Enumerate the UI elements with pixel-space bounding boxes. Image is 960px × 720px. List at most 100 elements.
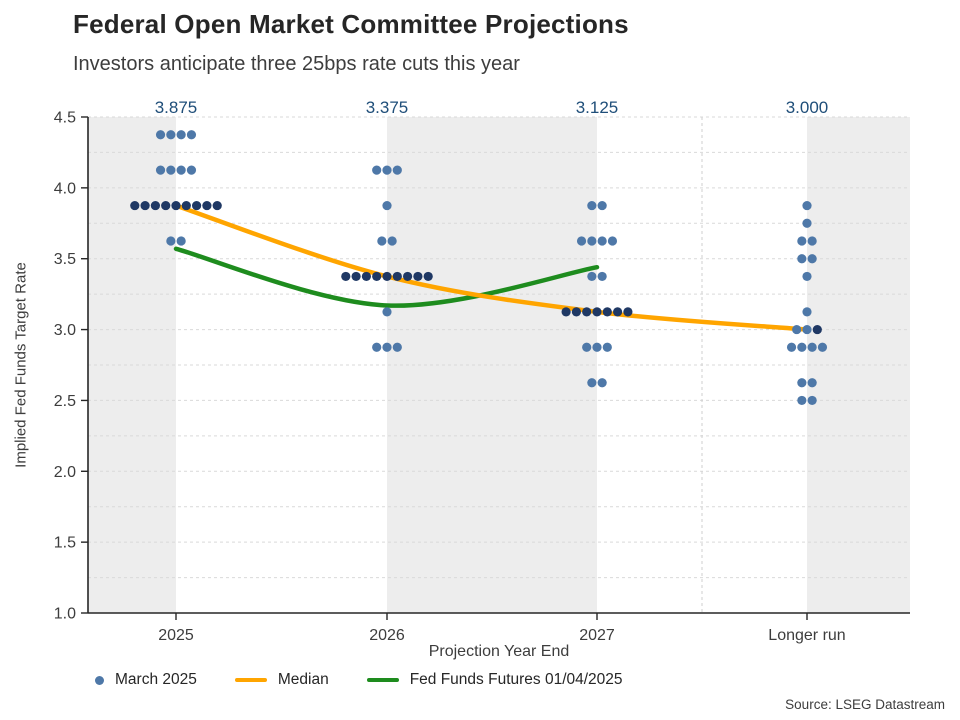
- futures-line: [173, 246, 600, 308]
- projection-dot: [597, 271, 607, 282]
- projection-dot: [150, 200, 160, 211]
- projection-dot: [623, 307, 633, 317]
- projection-dot: [166, 130, 176, 140]
- projection-dot: [382, 271, 392, 282]
- x-tick-label: 2027: [579, 627, 615, 644]
- projection-dot: [561, 307, 571, 317]
- projection-dot: [571, 307, 582, 317]
- projection-dot: [812, 324, 822, 335]
- projection-dot: [176, 165, 186, 175]
- median-line: [173, 203, 810, 332]
- legend: March 2025 Median Fed Funds Futures 01/04/…: [95, 671, 623, 689]
- y-tick-label: 1.5: [54, 535, 76, 552]
- source-credit: Source: LSEG Datastream: [785, 697, 945, 712]
- projection-dot: [802, 218, 812, 228]
- projection-dot: [186, 165, 197, 175]
- projection-dot: [341, 271, 351, 282]
- x-axis-title: Projection Year End: [428, 643, 570, 660]
- projection-dot: [592, 342, 602, 352]
- legend-item: Fed Funds Futures 01/04/2025: [366, 671, 623, 689]
- projection-dot: [413, 271, 423, 282]
- chart-title: Federal Open Market Committee Projection…: [73, 9, 629, 39]
- projection-dot: [372, 165, 382, 175]
- projection-dot: [597, 236, 607, 246]
- projection-dot: [786, 342, 797, 352]
- projection-dot: [202, 200, 212, 211]
- x-tick-label: 2026: [369, 627, 405, 644]
- projection-dot: [602, 342, 612, 352]
- projection-dot: [382, 342, 392, 352]
- legend-dot-swatch: [95, 675, 104, 685]
- projection-dot: [802, 324, 812, 335]
- projection-dot: [587, 200, 597, 211]
- projection-dot: [807, 378, 817, 388]
- projection-dot: [212, 200, 222, 211]
- y-tick-label: 3.5: [54, 251, 76, 268]
- projection-dot: [382, 200, 392, 211]
- projection-dot: [582, 307, 592, 317]
- projection-dot: [186, 130, 197, 140]
- median-value-label: 3.375: [366, 98, 409, 117]
- projection-dot: [597, 378, 607, 388]
- projection-dot: [587, 378, 597, 388]
- legend-line-swatch: [366, 678, 399, 682]
- projection-dot: [155, 165, 166, 175]
- projection-dot: [582, 342, 592, 352]
- projection-dot: [613, 307, 623, 317]
- projection-dot: [171, 200, 181, 211]
- projection-dot: [176, 130, 186, 140]
- legend-label: March 2025: [115, 671, 197, 688]
- legend-line-swatch: [234, 678, 267, 682]
- projection-dot: [192, 200, 202, 211]
- projection-dot: [597, 200, 607, 211]
- y-tick-label: 2.0: [54, 464, 76, 481]
- legend-item: March 2025: [95, 671, 197, 689]
- median-value-label: 3.000: [786, 98, 829, 117]
- y-tick-label: 1.0: [54, 606, 76, 623]
- projection-dot: [181, 200, 191, 211]
- projection-dot: [392, 165, 402, 175]
- legend-item: Median: [234, 671, 329, 689]
- projection-dot: [155, 130, 166, 140]
- projection-dot: [807, 236, 817, 246]
- projection-dot: [392, 271, 402, 282]
- projection-dot: [576, 236, 587, 246]
- projection-dot: [382, 165, 392, 175]
- x-tick-label: 2025: [158, 627, 194, 644]
- projection-dot: [166, 236, 176, 246]
- chart-subtitle: Investors anticipate three 25bps rate cu…: [73, 53, 520, 75]
- projection-dot: [607, 236, 618, 246]
- projection-dot: [802, 200, 812, 211]
- projection-dot: [792, 324, 802, 335]
- y-tick-label: 2.5: [54, 393, 76, 410]
- projection-dot: [592, 307, 602, 317]
- projection-dot: [176, 236, 186, 246]
- projection-dot: [130, 200, 140, 211]
- projection-dot: [372, 271, 382, 282]
- projection-dot: [166, 165, 176, 175]
- projection-dot: [797, 254, 807, 264]
- projection-dot: [802, 271, 812, 282]
- projection-dot: [392, 342, 402, 352]
- projection-dot: [602, 307, 612, 317]
- legend-label: Fed Funds Futures 01/04/2025: [409, 671, 623, 688]
- projection-dot: [423, 271, 433, 282]
- projection-dot: [372, 342, 382, 352]
- projection-dot: [382, 307, 392, 317]
- projection-dot: [387, 236, 397, 246]
- y-axis-title: Implied Fed Funds Target Rate: [12, 262, 30, 468]
- median-value-label: 3.875: [155, 98, 198, 117]
- projection-dot: [587, 271, 597, 282]
- projection-dot: [587, 236, 597, 246]
- projection-dot: [807, 342, 817, 352]
- projection-dot: [797, 342, 807, 352]
- projection-dot: [161, 200, 171, 211]
- projection-dot: [797, 395, 807, 406]
- projection-dot: [817, 342, 828, 352]
- projection-dot: [377, 236, 387, 246]
- projection-dot: [140, 200, 150, 211]
- y-tick-label: 3.0: [54, 322, 76, 339]
- y-tick-label: 4.5: [54, 110, 76, 127]
